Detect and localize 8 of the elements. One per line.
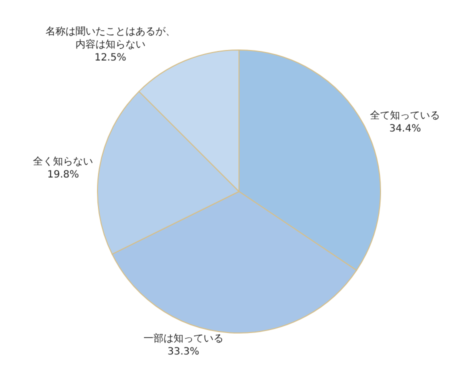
data-label: 19.8% — [47, 170, 80, 181]
slice-label: 一部は知っている — [143, 332, 224, 345]
data-label: 34.4% — [389, 124, 421, 135]
slice-label: 全て知っている — [370, 110, 440, 122]
slice-label: 全く知らない — [33, 156, 94, 168]
data-label: 33.3% — [168, 346, 200, 358]
data-label: 12.5% — [94, 52, 126, 64]
slice-label: 名称は聞いたことはあるが、内容は知らない — [45, 26, 176, 51]
